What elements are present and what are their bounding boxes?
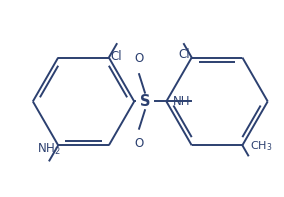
Text: NH$_2$: NH$_2$ [37,141,60,157]
Text: S: S [140,94,150,109]
Text: O: O [134,52,144,65]
Text: Cl: Cl [111,50,122,63]
Text: NH: NH [173,95,191,108]
Text: O: O [134,138,144,151]
Text: Cl: Cl [178,48,190,61]
Text: CH$_3$: CH$_3$ [250,140,273,153]
